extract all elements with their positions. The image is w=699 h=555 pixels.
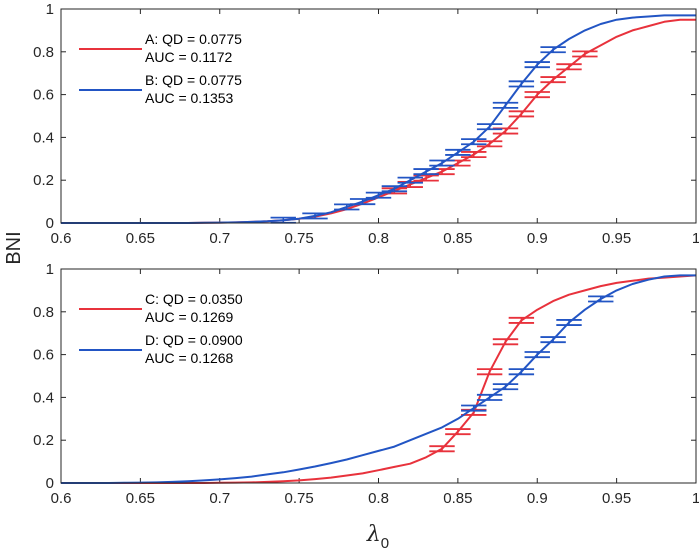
plot-area [61, 269, 696, 483]
x-tick-label: 0.85 [443, 490, 472, 507]
y-tick-label: 1 [46, 1, 54, 18]
series-line-d [61, 274, 696, 484]
subplot-1: 0.6 0.65 0.7 0.75 0.8 0.85 0.9 0.95 1 0 0.2 0.4 0.6 0… [33, 1, 699, 247]
x-tick-label: 0.95 [602, 230, 631, 247]
errorbar [508, 316, 535, 324]
errorbar [461, 138, 487, 146]
errorbar [349, 198, 376, 206]
legend-item-b: B: QD = 0.0775 AUC = 0.1353 [79, 72, 242, 106]
errorbar [572, 50, 598, 58]
errorbar [524, 91, 550, 99]
errorbar [429, 159, 455, 167]
y-tick-label: 0.2 [33, 432, 54, 449]
y-tick-label: 0 [46, 215, 54, 232]
y-tick-label: 0.4 [33, 389, 54, 406]
errorbar [445, 428, 471, 436]
x-tick-label: 0.8 [368, 230, 389, 247]
x-tick-label: 0.95 [602, 490, 631, 507]
errorbar [508, 110, 535, 118]
x-tick-label: 0.9 [527, 490, 548, 507]
series-d [61, 274, 696, 484]
errorbar [524, 61, 550, 69]
y-axis-label: BNI [3, 231, 25, 264]
axes-frame [60, 268, 697, 484]
legend-auc-d: AUC = 0.1268 [145, 350, 234, 366]
errorbar [397, 176, 423, 184]
errorbar [588, 295, 614, 303]
errorbar [476, 140, 503, 148]
y-tick-label: 0.6 [33, 347, 54, 364]
y-tick-label: 0.2 [33, 172, 54, 189]
errorbar [508, 368, 535, 376]
errorbar [508, 80, 535, 88]
x-tick-label: 1 [692, 490, 699, 507]
legend-label-b: B: QD = 0.0775 [145, 72, 242, 88]
x-axis-label-symbol: λ [366, 522, 381, 547]
legend: A: QD = 0.0775 AUC = 0.1172 B: QD = 0.0775… [79, 31, 242, 106]
errorbar [540, 76, 566, 84]
y-tick-label: 1 [46, 261, 54, 278]
x-tick-label: 0.8 [368, 490, 389, 507]
legend-item-a: A: QD = 0.0775 AUC = 0.1172 [79, 31, 242, 65]
x-tick-label: 0.75 [285, 490, 314, 507]
y-tick-label: 0.8 [33, 304, 54, 321]
x-tick-label: 0.65 [126, 230, 155, 247]
subplot-2: 0.6 0.65 0.7 0.75 0.8 0.85 0.9 0.95 1 0 0.2 0.4 0.6 0… [33, 261, 699, 507]
legend-auc-b: AUC = 0.1353 [145, 90, 234, 106]
errorbar [492, 338, 519, 346]
errorbar [429, 445, 455, 453]
errorbar [524, 351, 550, 359]
errorbar [540, 46, 566, 54]
legend-item-c: C: QD = 0.0350 AUC = 0.1269 [79, 291, 243, 325]
errorbar [476, 393, 503, 401]
legend-label-d: D: QD = 0.0900 [145, 332, 243, 348]
errorbar [445, 148, 471, 156]
plot-area [61, 9, 696, 223]
errorbar [476, 368, 503, 376]
errorbar [461, 151, 487, 158]
x-tick-label: 0.75 [285, 230, 314, 247]
x-axis-label: λ0 [366, 522, 389, 552]
x-tick-label: 0.9 [527, 230, 548, 247]
subplots: 0.6 0.65 0.7 0.75 0.8 0.85 0.9 0.95 100.20.40.60… [33, 1, 699, 507]
errorbar [365, 191, 392, 199]
errorbar [461, 404, 487, 412]
legend-label-a: A: QD = 0.0775 [145, 31, 242, 47]
y-tick-label: 0.8 [33, 44, 54, 61]
legend-auc-a: AUC = 0.1172 [145, 49, 233, 65]
x-axis-label-subscript: 0 [381, 535, 389, 552]
errorbar [556, 63, 582, 71]
x-tick-label: 0.6 [51, 230, 72, 247]
errorbar [413, 168, 439, 176]
errorbar [556, 319, 582, 326]
y-tick-label: 0 [46, 475, 54, 492]
legend-label-c: C: QD = 0.0350 [145, 291, 243, 307]
x-tick-label: 0.6 [51, 490, 72, 507]
y-tick-label: 0.6 [33, 87, 54, 104]
axes-frame [60, 8, 697, 224]
legend: C: QD = 0.0350 AUC = 0.1269 D: QD = 0.0900… [79, 291, 243, 366]
x-tick-label: 0.7 [209, 490, 230, 507]
x-tick-label: 0.85 [443, 230, 472, 247]
x-tick-label: 0.65 [126, 490, 155, 507]
errorbar [476, 123, 503, 131]
errorbar [492, 383, 519, 391]
legend-auc-c: AUC = 0.1269 [145, 309, 234, 325]
x-tick-label: 0.7 [209, 230, 230, 247]
y-tick-label: 0.4 [33, 129, 54, 146]
x-tick-label: 1 [692, 230, 699, 247]
errorbar [492, 101, 519, 109]
errorbar [540, 336, 566, 344]
legend-item-d: D: QD = 0.0900 AUC = 0.1268 [79, 332, 243, 366]
errorbar [381, 185, 408, 193]
errorbar [302, 212, 328, 220]
